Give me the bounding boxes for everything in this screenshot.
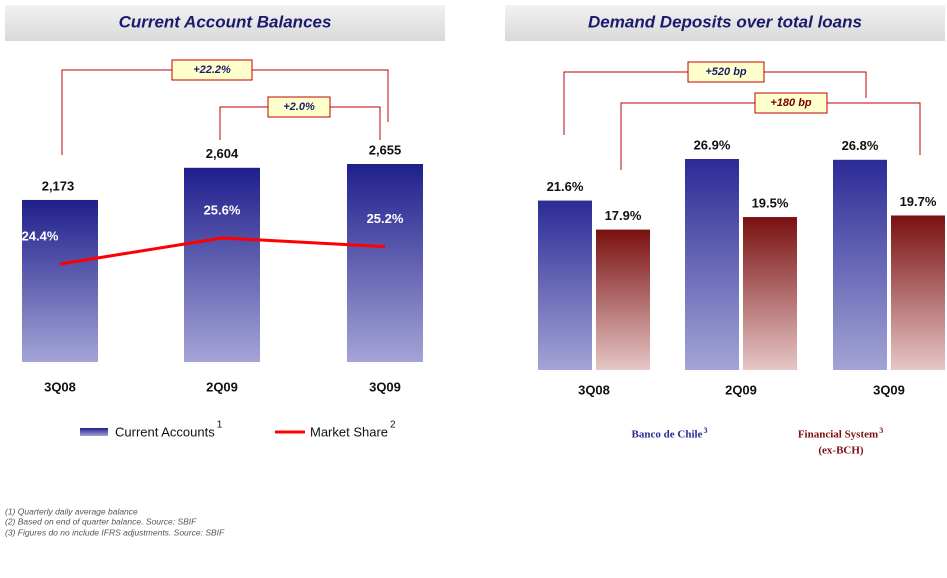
legend-label: Financial System (798, 429, 878, 441)
bar (347, 164, 423, 362)
value-label: 25.6% (204, 202, 241, 217)
legend-note: 3 (703, 426, 707, 435)
value-label: 19.7% (900, 194, 937, 209)
legend-label: Banco de Chile (632, 429, 703, 441)
bar (596, 229, 650, 370)
annotation-box (171, 59, 253, 81)
legend-swatch (80, 428, 108, 436)
bar (22, 199, 98, 362)
legend-label: Current Accounts (115, 424, 215, 439)
bar (833, 159, 887, 370)
x-tick-label: 3Q09 (873, 382, 905, 397)
x-tick-label: 3Q09 (369, 379, 401, 394)
x-tick-label: 2Q09 (725, 382, 757, 397)
value-label: 2,173 (42, 178, 75, 193)
value-label: 2,655 (369, 142, 402, 157)
value-label: 21.6% (547, 179, 584, 194)
bracket (61, 69, 389, 155)
legend-note: 1 (217, 420, 223, 431)
legend-subtitle: (ex-BCH) (818, 445, 864, 457)
value-label: 26.8% (842, 138, 879, 153)
bar (685, 159, 739, 370)
x-tick-label: 2Q09 (206, 379, 238, 394)
annotation-box (687, 61, 765, 83)
value-label: 25.2% (367, 211, 404, 226)
x-tick-label: 3Q08 (44, 379, 76, 394)
legend-note: 2 (390, 420, 396, 431)
title-band (505, 5, 945, 41)
legend-label: Market Share (310, 424, 388, 439)
bar (743, 217, 797, 370)
bar (538, 200, 592, 370)
legend-note: 3 (879, 426, 883, 435)
annotation: +520 bp (705, 66, 747, 78)
annotation-box (754, 92, 828, 114)
value-label: 19.5% (752, 195, 789, 210)
chart-title: Current Account Balances (119, 12, 332, 31)
title-band (5, 5, 445, 41)
bar (891, 215, 945, 370)
bar (184, 167, 260, 362)
annotation: +180 bp (770, 97, 812, 109)
footnote: (1) Quarterly daily average balance (5, 506, 138, 516)
value-label: 24.4% (22, 228, 59, 243)
value-label: 17.9% (605, 208, 642, 223)
line (59, 236, 386, 266)
annotation: +2.0% (283, 101, 315, 113)
value-label: 26.9% (694, 137, 731, 152)
annotation-box (267, 96, 331, 118)
footnote: (3) Figures do no include IFRS adjustmen… (5, 527, 225, 537)
value-label: 2,604 (206, 146, 239, 161)
footnote: (2) Based on end of quarter balance. Sou… (5, 516, 197, 526)
x-tick-label: 3Q08 (578, 382, 610, 397)
chart-title: Demand Deposits over total loans (588, 12, 862, 31)
annotation: +22.2% (193, 64, 231, 76)
